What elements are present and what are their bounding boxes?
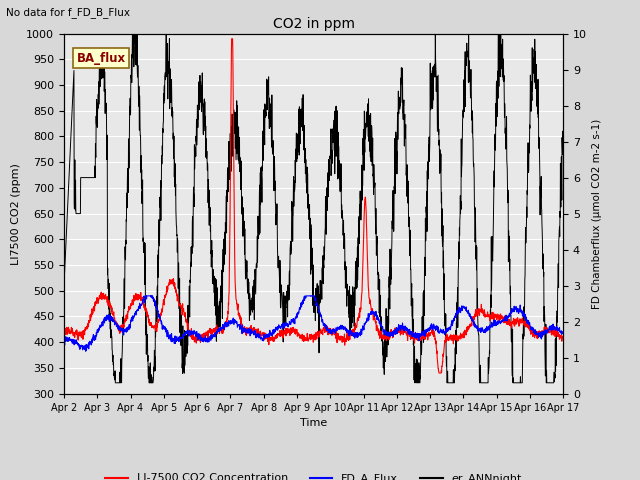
Y-axis label: FD Chamberflux (μmol CO2 m-2 s-1): FD Chamberflux (μmol CO2 m-2 s-1) xyxy=(593,119,602,309)
X-axis label: Time: Time xyxy=(300,418,327,428)
Title: CO2 in ppm: CO2 in ppm xyxy=(273,17,355,31)
Legend: LI-7500 CO2 Concentration, FD_A_Flux, er_ANNnight: LI-7500 CO2 Concentration, FD_A_Flux, er… xyxy=(101,469,526,480)
Text: No data for f_FD_B_Flux: No data for f_FD_B_Flux xyxy=(6,7,131,18)
Text: BA_flux: BA_flux xyxy=(77,51,125,65)
Y-axis label: LI7500 CO2 (ppm): LI7500 CO2 (ppm) xyxy=(11,163,20,264)
